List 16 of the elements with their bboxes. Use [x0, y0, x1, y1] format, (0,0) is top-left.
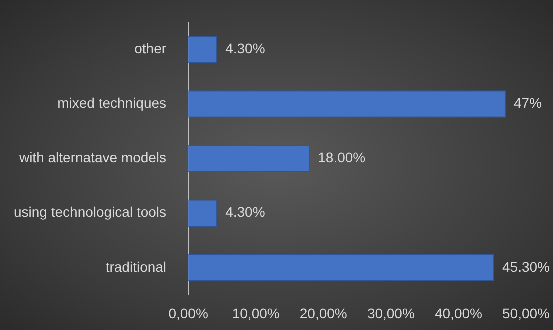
y-tick-label: with alternatave models	[18, 150, 167, 166]
x-tick-label: 20,00%	[300, 305, 348, 322]
y-tick-label: traditional	[106, 258, 167, 275]
y-tick-label: using technological tools	[14, 204, 167, 220]
data-label: 4.30%	[226, 40, 266, 57]
data-label: 47%	[514, 95, 542, 112]
y-tick-label: mixed techniques	[58, 95, 167, 112]
x-tick-label: 10,00%	[232, 305, 280, 322]
data-label: 45.30%	[502, 258, 550, 275]
x-tick-label: 40,00%	[434, 305, 482, 322]
data-label: 4.30%	[226, 204, 266, 220]
x-tick-label: 0,00%	[168, 305, 208, 322]
x-tick-label: 30,00%	[367, 305, 415, 322]
x-tick-label: 50,00%	[502, 305, 550, 322]
y-tick-label: other	[134, 40, 167, 57]
data-label: 18.00%	[318, 150, 366, 166]
